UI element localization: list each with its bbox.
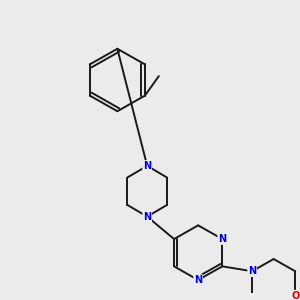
Text: N: N bbox=[248, 266, 256, 276]
Text: N: N bbox=[194, 275, 202, 285]
Text: N: N bbox=[218, 234, 226, 244]
Text: O: O bbox=[291, 291, 299, 300]
Text: N: N bbox=[143, 212, 151, 222]
Text: N: N bbox=[143, 161, 151, 171]
